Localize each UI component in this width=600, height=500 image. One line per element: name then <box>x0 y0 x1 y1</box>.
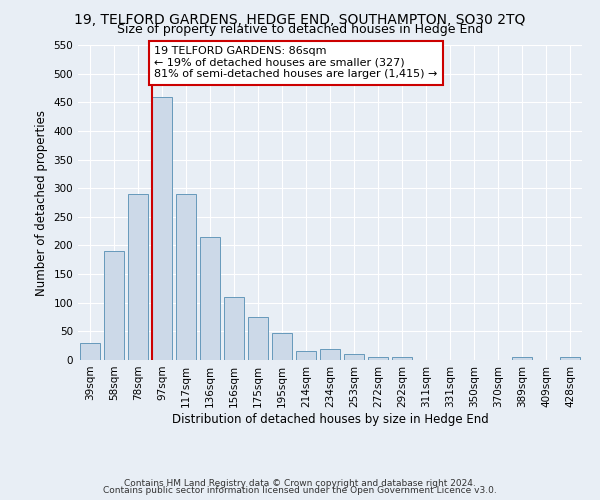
Text: Contains HM Land Registry data © Crown copyright and database right 2024.: Contains HM Land Registry data © Crown c… <box>124 478 476 488</box>
X-axis label: Distribution of detached houses by size in Hedge End: Distribution of detached houses by size … <box>172 412 488 426</box>
Text: Size of property relative to detached houses in Hedge End: Size of property relative to detached ho… <box>117 22 483 36</box>
Bar <box>344 354 364 360</box>
Bar <box>296 352 316 360</box>
Bar <box>152 96 172 360</box>
Bar <box>248 317 268 360</box>
Bar <box>128 194 148 360</box>
Bar <box>176 194 196 360</box>
Text: 19, TELFORD GARDENS, HEDGE END, SOUTHAMPTON, SO30 2TQ: 19, TELFORD GARDENS, HEDGE END, SOUTHAMP… <box>74 12 526 26</box>
Bar <box>368 357 388 360</box>
Bar <box>224 297 244 360</box>
Text: Contains public sector information licensed under the Open Government Licence v3: Contains public sector information licen… <box>103 486 497 495</box>
Bar <box>80 343 100 360</box>
Bar <box>320 348 340 360</box>
Bar <box>104 251 124 360</box>
Text: 19 TELFORD GARDENS: 86sqm
← 19% of detached houses are smaller (327)
81% of semi: 19 TELFORD GARDENS: 86sqm ← 19% of detac… <box>154 46 437 80</box>
Bar <box>392 357 412 360</box>
Y-axis label: Number of detached properties: Number of detached properties <box>35 110 48 296</box>
Bar <box>272 332 292 360</box>
Bar <box>512 357 532 360</box>
Bar <box>200 237 220 360</box>
Bar <box>560 357 580 360</box>
